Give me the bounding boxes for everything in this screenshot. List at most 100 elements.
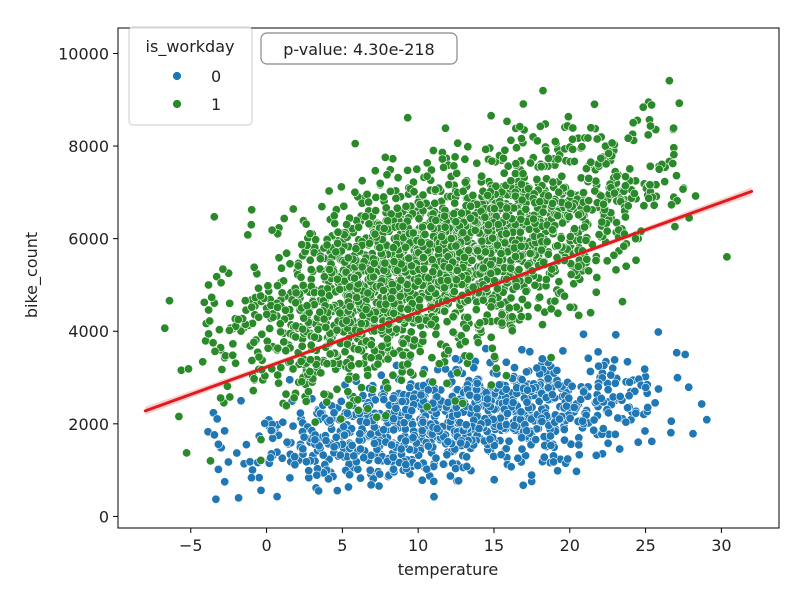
data-point-series-1 — [370, 166, 380, 176]
data-point-series-1 — [332, 325, 342, 335]
data-point-series-0 — [278, 417, 288, 427]
data-point-series-1 — [319, 389, 329, 399]
data-point-series-1 — [275, 319, 285, 329]
data-point-series-1 — [589, 99, 599, 109]
data-point-series-1 — [554, 187, 564, 197]
data-point-series-1 — [403, 359, 413, 369]
data-point-series-1 — [538, 86, 548, 96]
data-point-series-1 — [335, 308, 345, 318]
data-point-series-1 — [398, 338, 408, 348]
data-point-series-0 — [653, 327, 663, 337]
data-point-series-1 — [574, 210, 584, 220]
data-point-series-1 — [406, 261, 416, 271]
data-point-series-0 — [331, 432, 341, 442]
data-point-series-0 — [266, 425, 276, 435]
data-point-series-1 — [263, 343, 273, 353]
data-point-series-1 — [403, 304, 413, 314]
data-point-series-1 — [486, 268, 496, 278]
data-point-series-1 — [352, 293, 362, 303]
legend-marker-0 — [172, 71, 182, 81]
data-point-series-1 — [404, 253, 414, 263]
data-point-series-0 — [508, 398, 518, 408]
data-point-series-1 — [357, 176, 367, 186]
data-point-series-1 — [510, 252, 520, 262]
data-point-series-1 — [671, 171, 681, 181]
data-point-series-1 — [457, 208, 467, 218]
data-point-series-1 — [440, 123, 450, 133]
data-point-series-1 — [553, 154, 563, 164]
data-point-series-1 — [409, 335, 419, 345]
data-point-series-1 — [254, 352, 264, 362]
data-point-series-1 — [306, 340, 316, 350]
data-point-series-1 — [486, 259, 496, 269]
data-point-series-1 — [453, 138, 463, 148]
data-point-series-1 — [460, 337, 470, 347]
data-point-series-1 — [488, 233, 498, 243]
data-point-series-1 — [254, 312, 264, 322]
data-point-series-1 — [288, 204, 298, 214]
data-point-series-1 — [565, 302, 575, 312]
data-point-series-0 — [571, 466, 581, 476]
data-point-series-1 — [582, 204, 592, 214]
data-point-series-1 — [563, 112, 573, 122]
data-point-series-1 — [428, 377, 438, 387]
data-point-series-1 — [343, 253, 353, 263]
data-point-series-1 — [381, 411, 391, 421]
data-point-series-1 — [426, 165, 436, 175]
data-point-series-1 — [501, 211, 511, 221]
data-point-series-1 — [486, 302, 496, 312]
data-point-series-1 — [398, 221, 408, 231]
data-point-series-1 — [446, 234, 456, 244]
data-point-series-1 — [598, 199, 608, 209]
x-axis-label: temperature — [398, 560, 499, 579]
data-point-series-0 — [569, 402, 579, 412]
data-point-series-1 — [458, 228, 468, 238]
data-point-series-1 — [548, 177, 558, 187]
data-point-series-1 — [486, 332, 496, 342]
data-point-series-1 — [604, 148, 614, 158]
data-point-series-1 — [311, 235, 321, 245]
data-point-series-0 — [375, 469, 385, 479]
data-point-series-0 — [451, 463, 461, 473]
data-point-series-1 — [426, 284, 436, 294]
data-point-series-0 — [342, 408, 352, 418]
scatter-points — [160, 76, 732, 504]
data-point-series-0 — [553, 380, 563, 390]
data-point-series-1 — [381, 299, 391, 309]
data-point-series-0 — [472, 378, 482, 388]
data-point-series-0 — [578, 416, 588, 426]
data-point-series-1 — [480, 212, 490, 222]
data-point-series-0 — [209, 430, 219, 440]
data-point-series-1 — [305, 367, 315, 377]
data-point-series-1 — [380, 152, 390, 162]
data-point-series-1 — [472, 158, 482, 168]
data-point-series-1 — [364, 219, 374, 229]
data-point-series-1 — [568, 144, 578, 154]
data-point-series-1 — [517, 195, 527, 205]
data-point-series-0 — [509, 421, 519, 431]
data-point-series-0 — [603, 408, 613, 418]
data-point-series-1 — [389, 348, 399, 358]
data-point-series-0 — [422, 464, 432, 474]
data-point-series-1 — [459, 252, 469, 262]
data-point-series-0 — [518, 480, 528, 490]
data-point-series-0 — [559, 435, 569, 445]
data-point-series-1 — [584, 196, 594, 206]
data-point-series-1 — [647, 100, 657, 110]
data-point-series-1 — [528, 214, 538, 224]
data-point-series-1 — [305, 229, 315, 239]
data-point-series-0 — [610, 429, 620, 439]
y-axis-ticks: 0 2000 4000 6000 8000 10000 — [58, 44, 118, 526]
data-point-series-0 — [401, 436, 411, 446]
data-point-series-1 — [199, 297, 209, 307]
data-point-series-1 — [301, 219, 311, 229]
data-point-series-1 — [678, 184, 688, 194]
data-point-series-0 — [554, 414, 564, 424]
data-point-series-1 — [440, 222, 450, 232]
data-point-series-0 — [220, 426, 230, 436]
data-point-series-0 — [442, 450, 452, 460]
y-tick-label: 4000 — [68, 322, 109, 341]
data-point-series-0 — [631, 408, 641, 418]
data-point-series-1 — [553, 308, 563, 318]
data-point-series-1 — [279, 276, 289, 286]
